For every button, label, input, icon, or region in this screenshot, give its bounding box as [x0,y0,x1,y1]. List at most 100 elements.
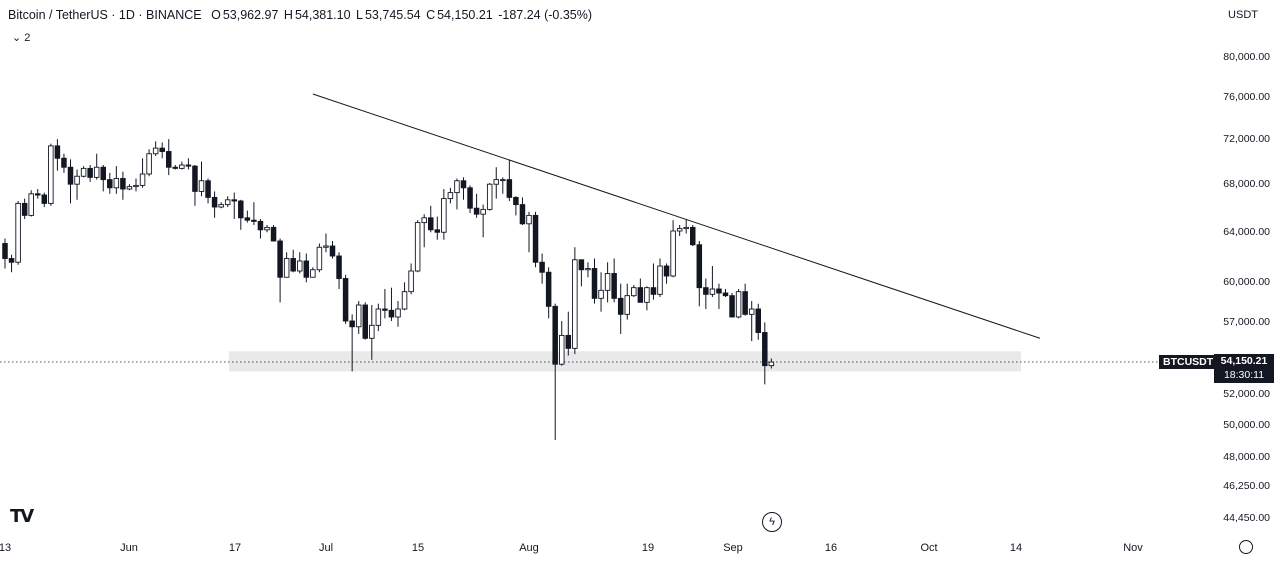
candle-body [355,304,362,328]
candle-body [611,273,617,299]
candle-body [290,258,296,272]
candle-body [762,332,768,367]
symbol-title[interactable]: Bitcoin / TetherUS · 1D · BINANCE [8,8,202,22]
candle-body [414,222,421,272]
change-value: -187.24 (-0.35%) [498,8,593,22]
candle-body [336,255,342,279]
candle-body [87,167,93,178]
candle-body [644,287,650,303]
y-tick-label: 76,000.00 [1223,91,1270,103]
candle-body [578,259,585,271]
candle-body [631,287,637,297]
candle-body [48,145,54,204]
candle-body [513,196,519,206]
x-tick-label: Jun [120,542,138,554]
candle-body [552,305,558,365]
candle-body [709,288,716,295]
candle-body [362,304,369,339]
symbol-badge: BTCUSDT [1159,355,1218,369]
candle-body [54,145,61,159]
candle-body [218,204,224,208]
candle-body [735,291,742,318]
last-price: 54,150.21 [1220,355,1268,367]
settings-icon[interactable] [1239,540,1253,554]
candle-body [722,292,729,297]
y-tick-label: 48,000.00 [1223,451,1270,463]
candle-body [388,309,395,318]
candle-body [323,245,329,248]
candle-body [624,295,631,315]
candle-body [297,260,303,272]
x-tick-label: 15 [412,542,424,554]
candle-body [316,246,323,271]
candle-body [604,273,611,291]
candle-body [192,165,198,192]
y-tick-label: 68,000.00 [1223,178,1270,190]
candle-body [519,204,526,225]
candle-body [28,193,34,216]
candle-body [729,295,735,318]
high-value: 54,381.10 [294,8,351,22]
candle-body [539,261,545,273]
candle-body [264,226,270,231]
candle-body [480,208,486,215]
candle-body [100,166,106,181]
currency-label[interactable]: USDT [1228,9,1258,21]
candle-body [277,240,283,278]
y-tick-label: 80,000.00 [1223,51,1270,63]
x-tick-label: Sep [723,542,743,554]
candle-body [755,308,762,333]
candle-body [460,180,467,189]
lightning-icon[interactable]: ϟ [762,512,782,532]
candle-body [650,287,657,295]
candle-body [768,361,775,367]
candle-body [133,184,139,188]
candle-body [637,287,644,303]
x-tick-label: 14 [1010,542,1022,554]
x-tick-label: Oct [920,542,937,554]
y-tick-label: 52,000.00 [1223,388,1270,400]
candle-body [80,167,87,177]
price-badge: 54,150.21 18:30:11 [1214,354,1274,383]
candle-body [21,202,28,216]
candle-body [283,258,290,278]
candle-body [238,200,244,219]
candle-body [244,217,251,221]
candle-body [663,265,670,277]
x-tick-label: 13 [0,542,11,554]
legend-header: Bitcoin / TetherUS · 1D · BINANCE O 53,96… [8,8,594,22]
bar-countdown: 18:30:11 [1223,369,1265,381]
candle-body [165,151,172,168]
candle-body [716,288,722,294]
candle-body [441,198,447,233]
candle-body [532,214,539,263]
tradingview-logo[interactable]: TV [10,506,34,527]
candle-body [434,229,441,233]
y-tick-label: 60,000.00 [1223,276,1270,288]
candle-body [185,164,192,167]
candle-body [670,230,676,277]
candle-body [421,217,427,224]
candle-body [657,265,663,295]
candle-body [270,226,277,242]
candle-body [500,179,506,182]
candle-body [486,183,493,210]
close-label: C [426,8,436,22]
x-tick-label: 16 [825,542,837,554]
candle-body [591,268,598,299]
candle-body [107,179,113,189]
candle-body [224,199,231,206]
candle-body [526,214,532,225]
candle-body [231,199,237,202]
candle-body [342,278,349,322]
candle-body [67,166,74,185]
indicators-toggle[interactable]: ⌄ 2 [12,31,30,44]
low-value: 53,745.54 [364,8,421,22]
x-tick-label: 17 [229,542,241,554]
candle-body [401,291,408,310]
y-tick-label: 46,250.00 [1223,480,1270,492]
candle-body [329,245,336,257]
candle-body [159,147,165,152]
candle-body [454,180,460,194]
